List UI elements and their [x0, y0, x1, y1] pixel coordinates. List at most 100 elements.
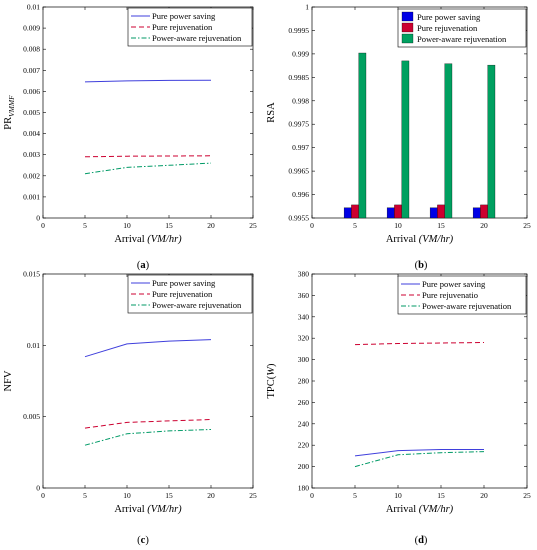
- x-tick-label: 5: [353, 491, 357, 500]
- x-tick-label: 0: [310, 491, 314, 500]
- y-tick-label: 0.009: [23, 24, 40, 33]
- legend-entry: Pure rejuvenation: [152, 289, 213, 299]
- y-tick-label: 0.9995: [288, 26, 309, 35]
- y-tick-label: 340: [298, 312, 310, 321]
- x-tick-label: 20: [480, 491, 488, 500]
- x-tick-label: 0: [41, 491, 45, 500]
- bar-1-3: [429, 207, 438, 219]
- x-tick-label: 15: [437, 491, 445, 500]
- y-tick-label: 0.9965: [288, 167, 309, 176]
- x-tick-label: 10: [123, 491, 131, 500]
- x-tick-label: 0: [310, 221, 314, 230]
- y-tick-label: 0.004: [23, 129, 40, 138]
- y-axis-label: NFV: [3, 370, 14, 391]
- legend-swatch: [401, 22, 414, 33]
- legend-box: [397, 8, 527, 48]
- x-tick-label: 25: [523, 491, 531, 500]
- y-axis-label: RSA: [266, 102, 277, 123]
- bar-2-1: [351, 204, 359, 219]
- legend-entry: Power-aware rejuvenation: [152, 300, 242, 310]
- x-tick-label: 15: [165, 221, 173, 230]
- legend-swatch: [401, 33, 414, 44]
- x-axis-label: Arrival (VM/hr): [114, 504, 182, 515]
- y-axis-label: PRVMMF: [3, 95, 16, 130]
- x-tick-label: 10: [394, 491, 402, 500]
- plot-frame: [311, 6, 528, 219]
- series-line-1: [354, 449, 484, 457]
- legend-entry: Pure power saving: [417, 12, 481, 22]
- bar-2-4: [480, 204, 488, 219]
- bar-1-2: [386, 207, 395, 219]
- panel-caption: (d): [415, 535, 428, 546]
- y-tick-label: 380: [298, 270, 310, 279]
- x-axis-label: Arrival (VM/hr): [386, 234, 454, 245]
- y-tick-label: 0.002: [23, 171, 40, 180]
- bar-3-1: [358, 52, 367, 219]
- series-line-2: [84, 419, 212, 429]
- legend-entry: Power-aware rejuvenation: [422, 301, 512, 311]
- panel-caption: (c): [137, 535, 149, 546]
- x-tick-label: 5: [83, 491, 87, 500]
- series-line-1: [84, 339, 212, 358]
- y-tick-label: 0.998: [292, 96, 309, 105]
- chart-panel-2: 0 5 10 15 20 25 0.9955 0.996 0.9965 0.997 0.9975 0.…: [266, 3, 531, 272]
- y-tick-label: 300: [298, 355, 310, 364]
- y-tick-label: 0: [36, 484, 40, 493]
- x-tick-label: 5: [353, 221, 357, 230]
- y-tick-label: 0.003: [23, 150, 40, 159]
- bar-1-4: [472, 207, 481, 219]
- chart-panel-4: 0 5 10 15 20 25 180 200 220 240 260 280 300 320 340 360…: [266, 270, 531, 547]
- x-tick-label: 15: [165, 491, 173, 500]
- x-tick-label: 20: [207, 491, 215, 500]
- y-tick-label: 0.006: [23, 87, 40, 96]
- x-tick-label: 5: [83, 221, 87, 230]
- plot-frame: [42, 273, 254, 489]
- legend-entry: Pure rejuvenation: [417, 23, 478, 33]
- x-tick-label: 15: [437, 221, 445, 230]
- bar-3-4: [487, 64, 496, 219]
- y-tick-label: 0.005: [23, 108, 40, 117]
- bar-2-2: [394, 204, 402, 219]
- bar-3-2: [401, 60, 410, 219]
- y-tick-label: 240: [298, 419, 310, 428]
- series-line-3: [84, 162, 212, 175]
- y-tick-label: 200: [298, 462, 310, 471]
- legend-entry: Power-aware rejuvenation: [417, 34, 507, 44]
- x-tick-label: 25: [249, 221, 257, 230]
- y-tick-label: 360: [298, 291, 310, 300]
- x-axis-label: Arrival (VM/hr): [114, 234, 182, 245]
- y-tick-label: 320: [298, 334, 310, 343]
- y-tick-label: 0.999: [292, 49, 309, 58]
- y-tick-label: 280: [298, 377, 310, 386]
- legend-entry: Power-aware rejuvenation: [152, 33, 242, 43]
- bar-1-1: [343, 207, 352, 219]
- chart-panel-1: 0 5 10 15 20 25 0 0.001 0.002 0.003 0.004 0.005 0.00…: [3, 3, 257, 272]
- y-tick-label: 0.01: [27, 341, 40, 350]
- y-tick-label: 0.01: [27, 3, 40, 12]
- x-tick-label: 25: [249, 491, 257, 500]
- legend-entry: Pure power saving: [152, 278, 216, 288]
- y-tick-label: 0.005: [23, 412, 40, 421]
- y-tick-label: 0.001: [23, 192, 40, 201]
- legend-box: [127, 7, 253, 47]
- panel-caption: (a): [137, 260, 150, 271]
- y-tick-label: 0: [36, 214, 40, 223]
- y-tick-label: 0.015: [23, 270, 40, 279]
- y-tick-label: 220: [298, 441, 310, 450]
- panel-caption: (b): [415, 260, 428, 271]
- series-line-3: [84, 429, 212, 446]
- y-tick-label: 0.008: [23, 45, 40, 54]
- legend-entry: Pure rejuvenation: [152, 22, 213, 32]
- y-tick-label: 0.996: [292, 190, 309, 199]
- x-tick-label: 20: [207, 221, 215, 230]
- x-tick-label: 25: [523, 221, 531, 230]
- y-tick-label: 260: [298, 398, 310, 407]
- bar-3-3: [444, 63, 453, 219]
- x-tick-label: 0: [41, 221, 45, 230]
- y-tick-label: 0.9975: [288, 120, 309, 129]
- y-tick-label: 0.9985: [288, 73, 309, 82]
